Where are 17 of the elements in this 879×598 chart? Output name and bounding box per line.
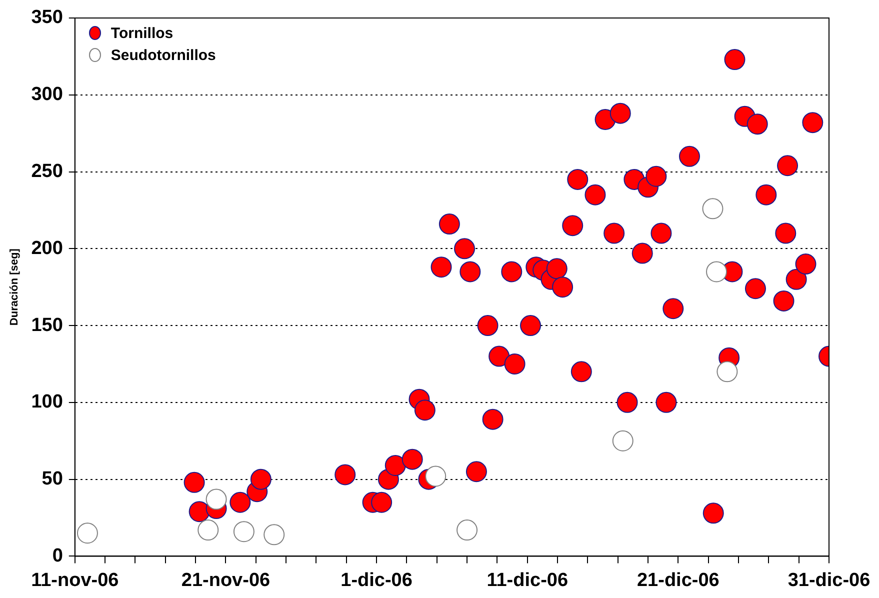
legend-label: Seudotornillos: [110, 46, 216, 64]
legend-label: Tornillos: [110, 24, 174, 42]
x-tick-label: 1-dic-06: [340, 570, 412, 591]
y-tick-label: 50: [42, 468, 63, 490]
x-tick-label: 11-nov-06: [31, 570, 119, 591]
y-tick-label: 300: [31, 84, 63, 106]
y-tick-label: 0: [52, 545, 63, 566]
x-tick-label: 21-nov-06: [181, 570, 270, 591]
y-axis-title: Duración [seg]: [8, 248, 21, 326]
x-tick-label: 11-dic-06: [486, 570, 568, 591]
y-tick-label: 200: [31, 238, 63, 259]
x-tick-label: 21-dic-06: [636, 570, 720, 591]
y-tick-label: 150: [31, 314, 63, 336]
y-tick-label: 100: [31, 392, 63, 413]
x-tick-label: 31-dic-06: [788, 570, 870, 591]
y-tick-label: 250: [31, 161, 63, 182]
y-tick-label: 350: [31, 7, 63, 28]
